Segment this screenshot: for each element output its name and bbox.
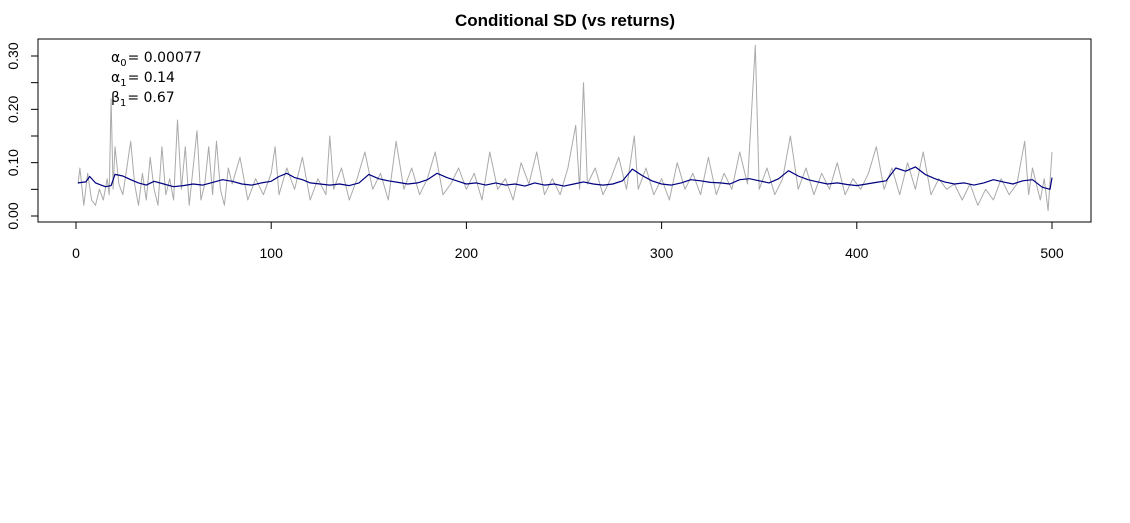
x-tick-label: 0 <box>72 245 80 261</box>
x-tick-label: 300 <box>650 245 674 261</box>
y-tick-label: 0.00 <box>5 202 21 229</box>
x-tick-label: 200 <box>455 245 479 261</box>
y-tick-label: 0.30 <box>5 42 21 69</box>
plot-frame <box>37 38 1092 223</box>
parameter-annotation: α0= 0.00077 <box>111 50 202 69</box>
x-tick-label: 500 <box>1040 245 1064 261</box>
x-tick-label: 400 <box>845 245 869 261</box>
chart-title: Conditional SD (vs returns) <box>455 11 675 30</box>
returns-series-line <box>77 44 1053 212</box>
y-tick-label: 0.10 <box>5 149 21 176</box>
x-axis: 0 100 200 300 400 500 <box>72 221 1064 261</box>
parameter-annotation: β1= 0.67 <box>111 90 175 109</box>
y-tick-label: 0.20 <box>5 95 21 122</box>
parameter-annotation: α1= 0.14 <box>111 70 175 89</box>
x-tick-label: 100 <box>260 245 284 261</box>
y-axis: 0.00 0.10 0.20 0.30 <box>5 42 39 230</box>
conditional-sd-series-line <box>77 166 1053 190</box>
